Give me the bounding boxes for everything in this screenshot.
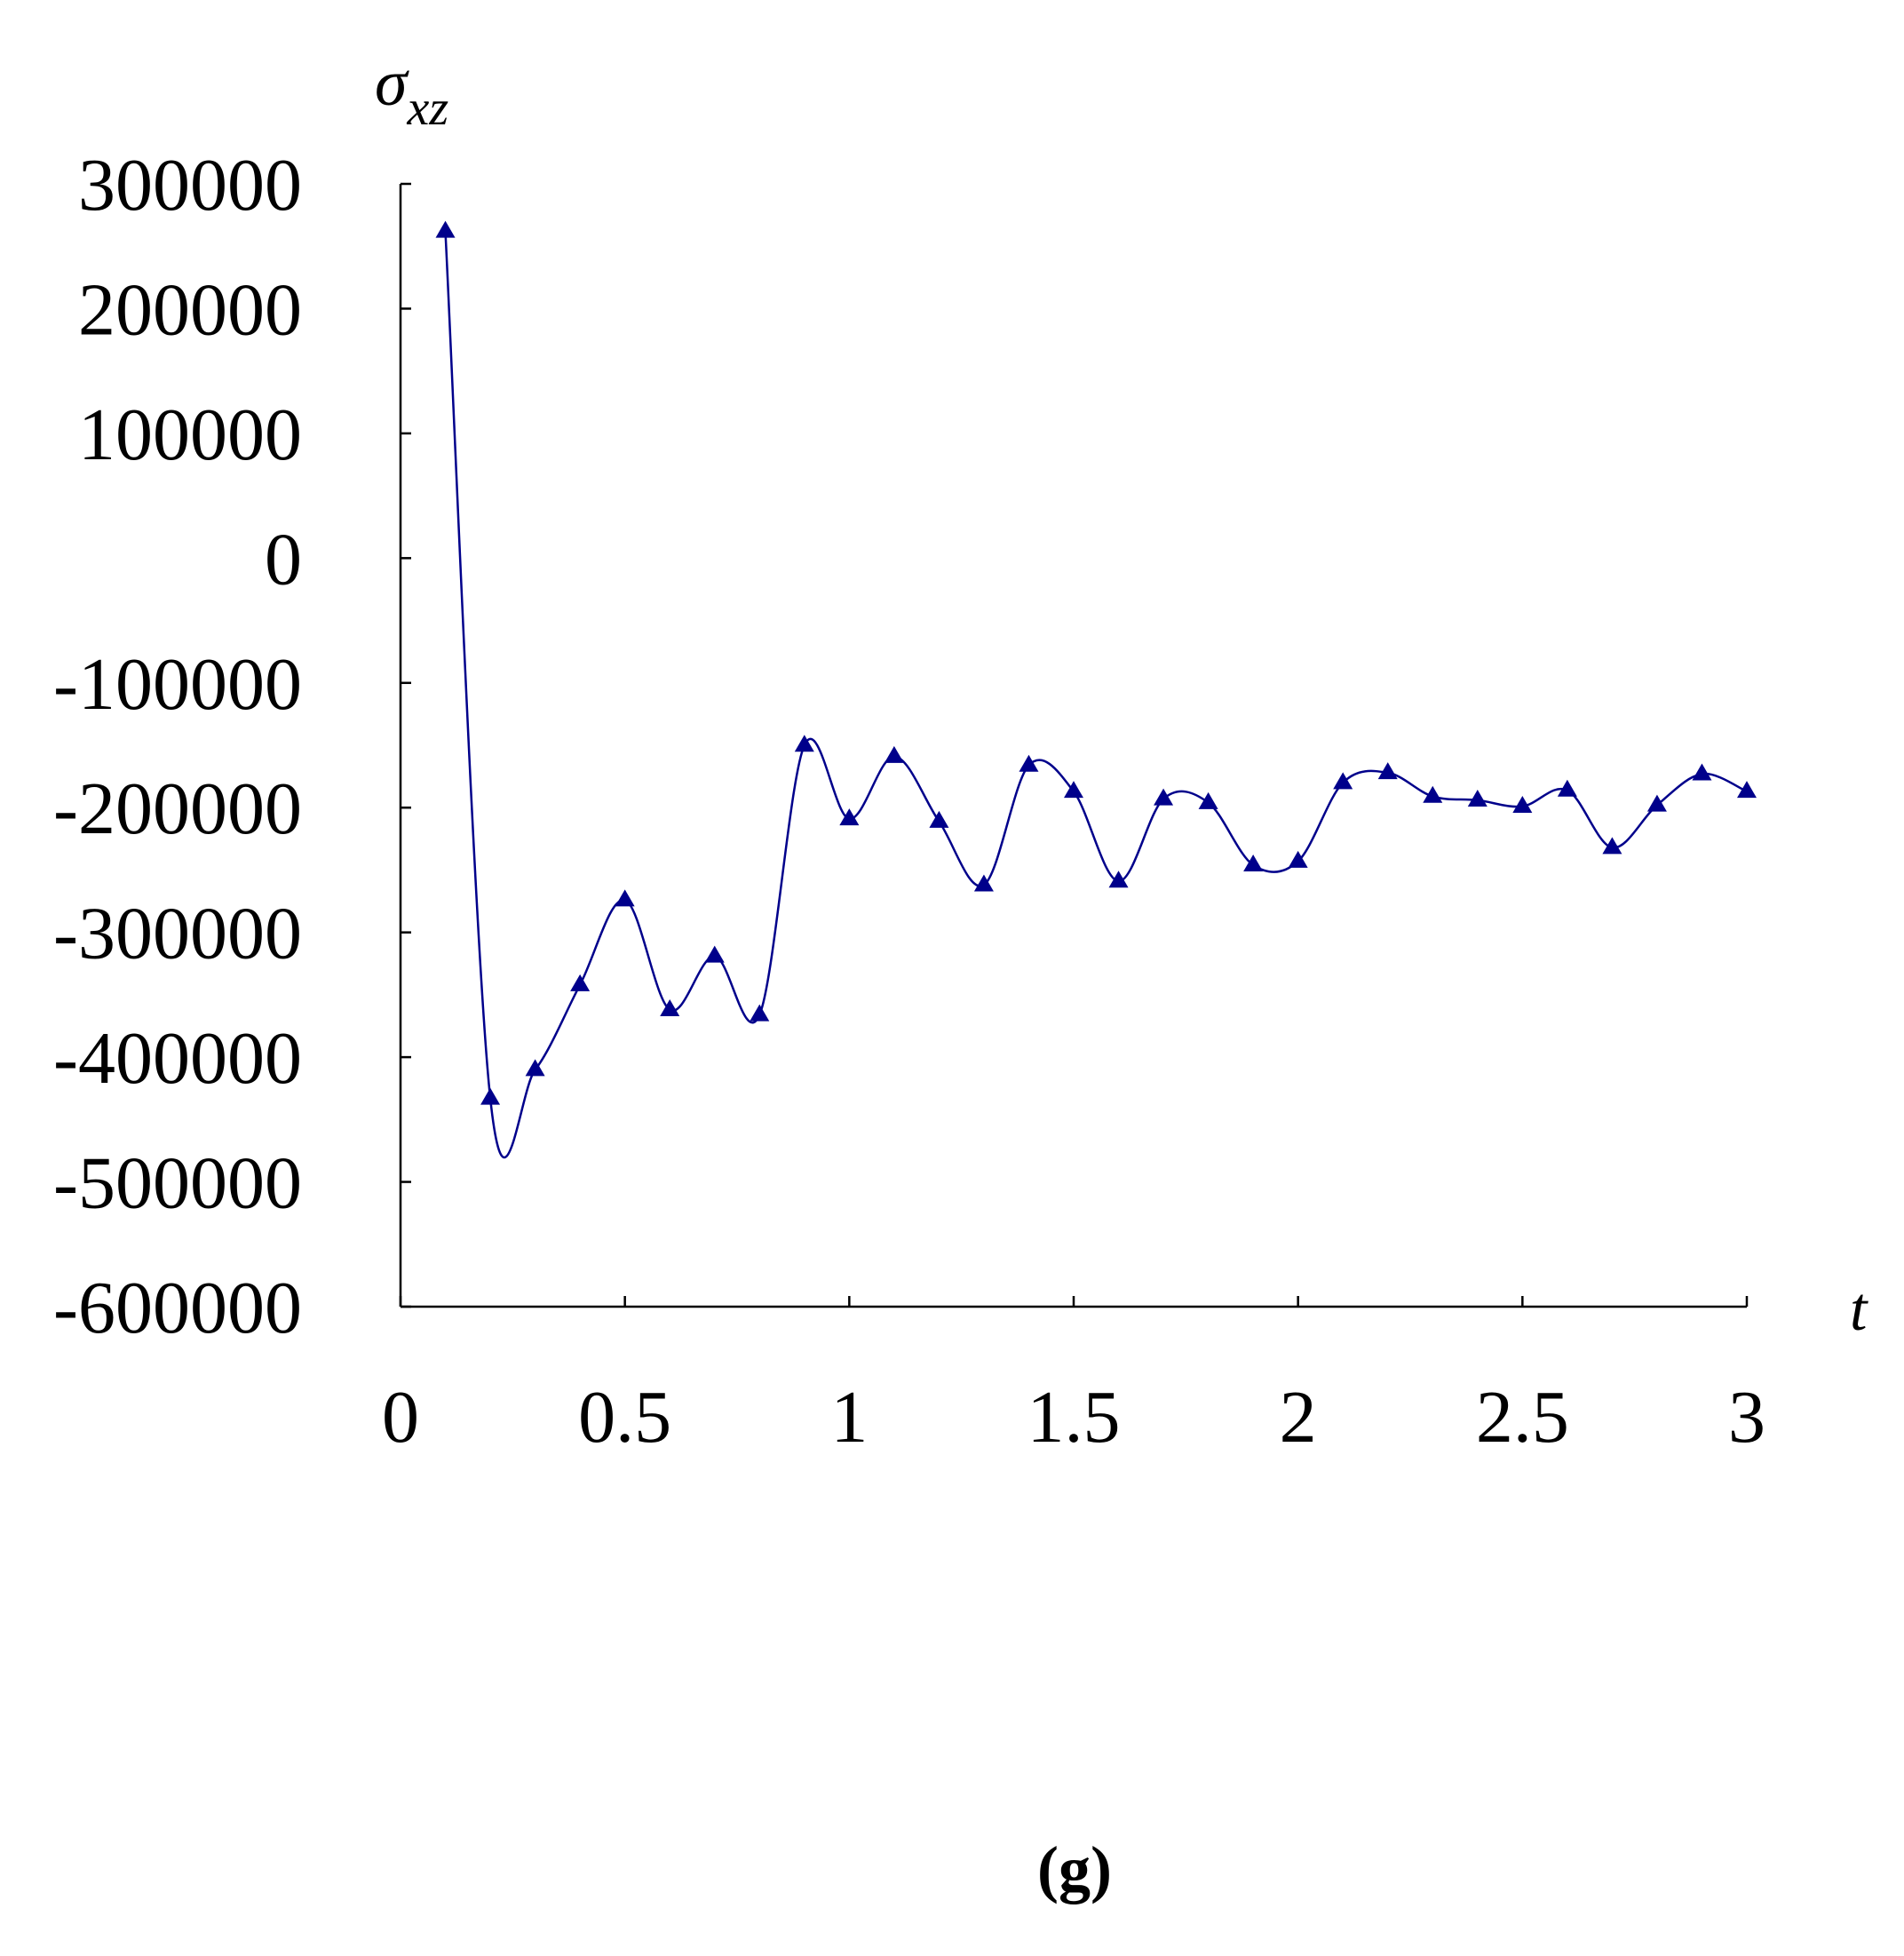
data-point: [1377, 762, 1398, 780]
y-axis-label-symbol: σ: [375, 47, 409, 120]
x-axis-label: t: [1850, 1276, 1868, 1344]
x-tick-label: 2.5: [1476, 1376, 1569, 1459]
y-tick-label: -500000: [53, 1142, 302, 1225]
axes: [399, 184, 1747, 1308]
y-tick-label: 100000: [78, 394, 302, 476]
data-point: [973, 874, 994, 892]
x-tick-label: 1.5: [1027, 1376, 1121, 1459]
data-point: [1154, 788, 1174, 806]
x-tick-label: 0: [382, 1376, 419, 1459]
data-point: [1646, 794, 1667, 812]
data-point: [480, 1087, 501, 1105]
x-tick-label: 0.5: [578, 1376, 671, 1459]
series-line: [444, 231, 1748, 1159]
data-point: [1737, 781, 1757, 799]
y-tick-label: -100000: [53, 643, 302, 726]
y-tick-label: -400000: [53, 1017, 302, 1100]
data-point: [884, 745, 904, 763]
data-point: [435, 220, 456, 238]
data-point: [929, 810, 949, 828]
data-point: [1602, 837, 1622, 855]
x-tick-label: 3: [1728, 1376, 1765, 1459]
y-tick-label: 0: [265, 518, 302, 600]
data-point: [1467, 790, 1488, 807]
data-point: [839, 808, 860, 826]
data-point: [794, 735, 814, 752]
data-point: [1243, 855, 1264, 872]
y-tick-label: 200000: [78, 268, 302, 351]
y-tick-label: 300000: [78, 144, 302, 227]
data-point: [570, 974, 591, 991]
data-point: [750, 1004, 770, 1022]
data-point: [615, 889, 635, 907]
plot-area: [435, 220, 1757, 1159]
data-point: [1557, 779, 1577, 797]
y-tick-label: -600000: [53, 1267, 302, 1349]
data-point: [525, 1059, 545, 1077]
data-point: [1288, 850, 1308, 868]
figure-caption: (g): [1037, 1833, 1112, 1904]
data-point: [1423, 785, 1443, 803]
data-point: [1512, 796, 1533, 814]
data-point: [1019, 754, 1039, 772]
y-ticks: 300000 200000 100000 0 -100000 -200000 -300000…: [53, 144, 411, 1349]
data-point: [1198, 791, 1218, 809]
y-axis-label: σxz: [375, 47, 448, 136]
x-ticks: 0 0.5 1 1.5 2 2.5 3: [382, 1296, 1765, 1459]
data-point: [1108, 871, 1129, 888]
y-axis-label-subscript: xz: [407, 81, 449, 136]
x-tick-label: 1: [830, 1376, 868, 1459]
y-tick-label: -200000: [53, 767, 302, 850]
data-point: [1692, 763, 1712, 781]
y-tick-label: -300000: [53, 893, 302, 975]
data-point: [1064, 781, 1083, 799]
data-point: [704, 945, 725, 963]
data-point: [660, 998, 680, 1016]
data-point: [1333, 772, 1353, 790]
x-tick-label: 2: [1280, 1376, 1317, 1459]
